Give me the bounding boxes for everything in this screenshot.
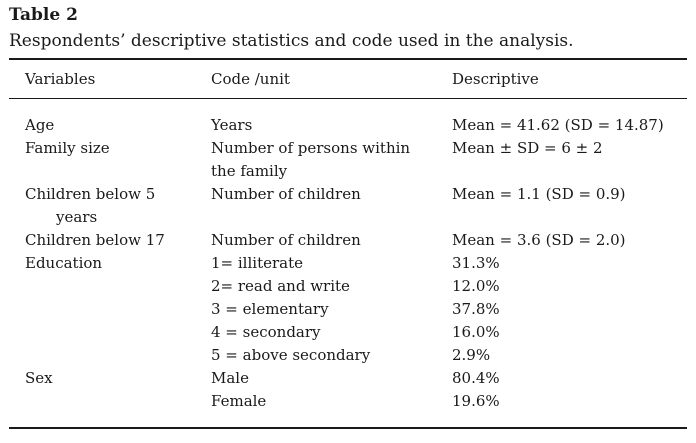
cell-code: 2= read and write [211,277,350,295]
cell-code: 1= illiterate [211,254,303,272]
cell-code: Years [211,116,253,134]
cell-descriptive: Mean ± SD = 6 ± 2 [452,139,603,157]
header-code: Code /unit [211,70,290,88]
cell-variable: Age [25,116,55,134]
cell-code: 4 = secondary [211,323,321,341]
cell-code: Female [211,392,267,410]
table-caption: Respondents’ descriptive statistics and … [9,31,574,51]
cell-descriptive: 19.6% [452,392,500,410]
header-variables: Variables [25,70,96,88]
header-descriptive: Descriptive [452,70,539,88]
cell-variable: Education [25,254,103,272]
bottom-rule [9,427,687,429]
table-label: Table 2 [9,5,78,25]
cell-descriptive: 31.3% [452,254,500,272]
cell-descriptive: Mean = 41.62 (SD = 14.87) [452,116,664,134]
cell-descriptive: Mean = 1.1 (SD = 0.9) [452,185,626,203]
cell-variable: Children below 17 [25,231,165,249]
cell-code: 5 = above secondary [211,346,371,364]
cell-variable: Children below 5 [25,185,156,203]
top-rule [9,58,687,60]
cell-variable: Family size [25,139,110,157]
cell-variable: Sex [25,369,53,387]
cell-code-continued: the family [211,162,288,180]
cell-descriptive: 37.8% [452,300,500,318]
header-rule [9,98,687,99]
cell-descriptive: 80.4% [452,369,500,387]
cell-code: Number of persons within [211,139,411,157]
cell-descriptive: 16.0% [452,323,500,341]
cell-descriptive: 2.9% [452,346,491,364]
cell-code: Number of children [211,185,361,203]
cell-descriptive: Mean = 3.6 (SD = 2.0) [452,231,626,249]
cell-code: 3 = elementary [211,300,329,318]
cell-variable-continued: years [56,208,98,226]
cell-descriptive: 12.0% [452,277,500,295]
cell-code: Number of children [211,231,361,249]
cell-code: Male [211,369,249,387]
